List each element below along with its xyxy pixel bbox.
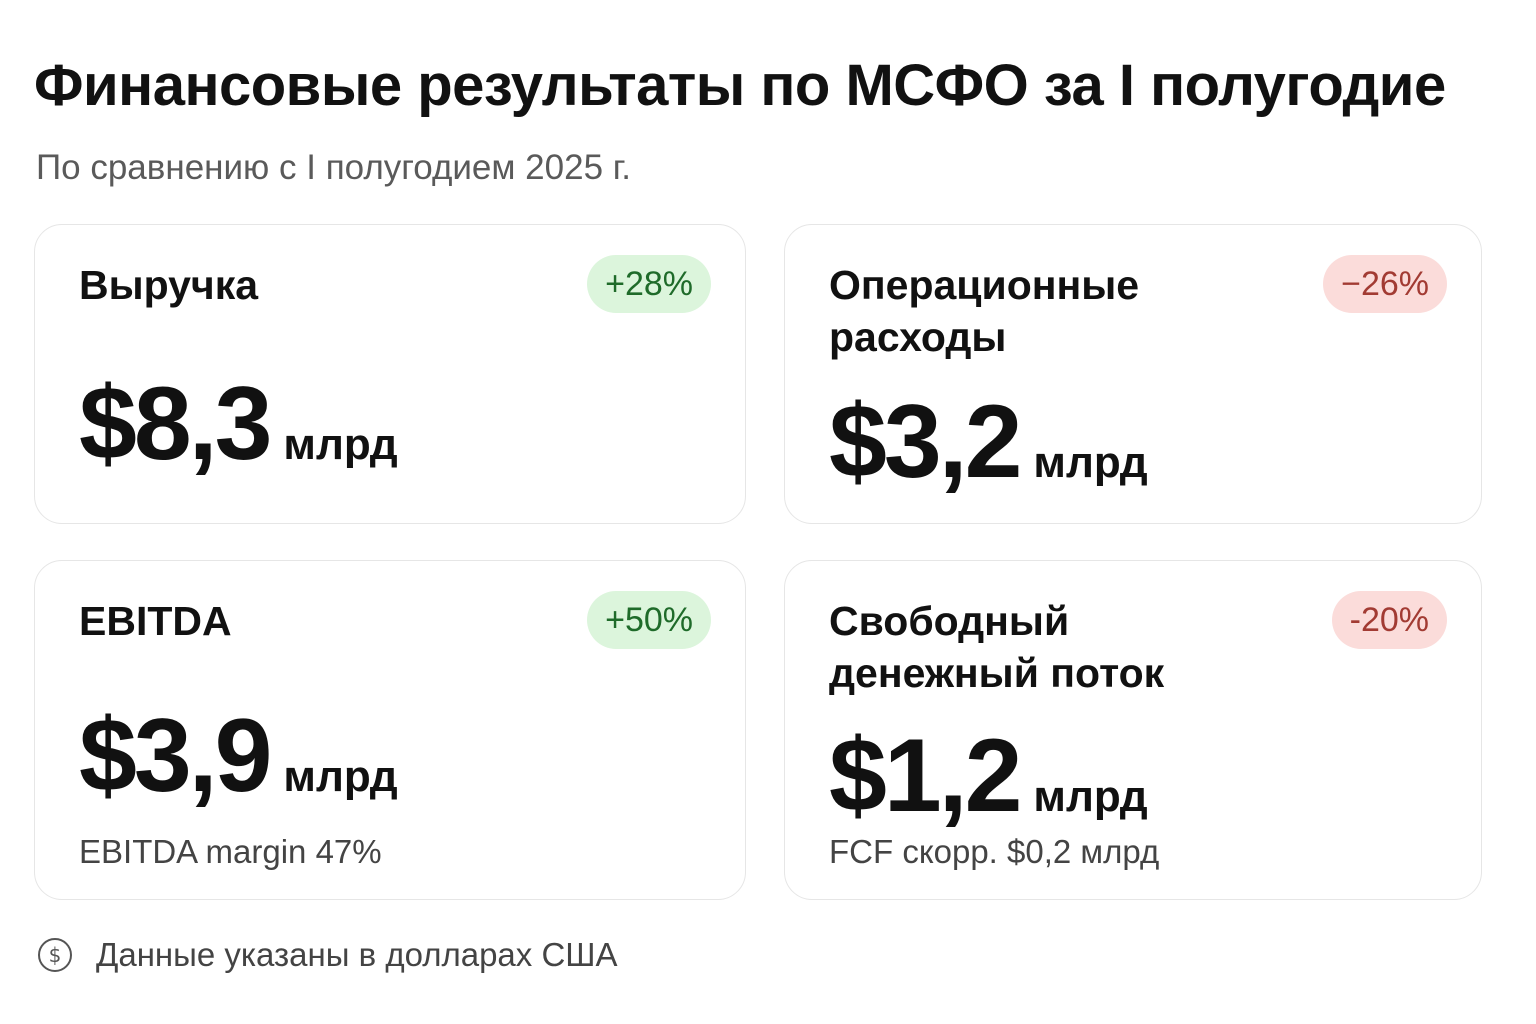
- revenue-amount: $8,3: [79, 366, 272, 482]
- footer: $ Данные указаны в долларах США: [38, 936, 618, 974]
- opex-change-badge: −26%: [1323, 255, 1447, 313]
- revenue-value: $8,3 млрд: [79, 365, 398, 484]
- ebitda-unit: млрд: [283, 752, 398, 801]
- opex-amount: $3,2: [829, 384, 1022, 500]
- fcf-change-badge: -20%: [1331, 591, 1447, 649]
- revenue-unit: млрд: [283, 420, 398, 469]
- page-subtitle: По сравнению с I полугодием 2025 г.: [36, 148, 631, 187]
- opex-value: $3,2 млрд: [829, 383, 1148, 502]
- ebitda-margin-note: EBITDA margin 47%: [79, 833, 382, 870]
- ebitda-value: $3,9 млрд: [79, 697, 398, 816]
- fcf-label: Свободный денежный поток: [829, 598, 1165, 696]
- page-title: Финансовые результаты по МСФО за I полуг…: [34, 53, 1446, 118]
- fcf-value: $1,2 млрд: [829, 717, 1148, 836]
- fcf-amount: $1,2: [829, 718, 1022, 834]
- opex-card: Операционные расходы −26% $3,2 млрд: [784, 224, 1482, 524]
- opex-label: Операционные расходы: [829, 262, 1140, 360]
- ebitda-amount: $3,9: [79, 698, 272, 814]
- revenue-card: Выручка +28% $8,3 млрд: [34, 224, 746, 524]
- ebitda-card: EBITDA +50% $3,9 млрд EBITDA margin 47%: [34, 560, 746, 900]
- currency-note: Данные указаны в долларах США: [96, 936, 618, 973]
- revenue-label: Выручка: [79, 262, 259, 308]
- fcf-unit: млрд: [1033, 772, 1148, 821]
- ebitda-label: EBITDA: [79, 598, 232, 644]
- fcf-card: Свободный денежный поток -20% $1,2 млрд F…: [784, 560, 1482, 900]
- dollar-coin-icon: $: [38, 938, 72, 972]
- fcf-adjusted-note: FCF скорр. $0,2 млрд: [829, 833, 1160, 870]
- ebitda-change-badge: +50%: [587, 591, 711, 649]
- revenue-change-badge: +28%: [587, 255, 711, 313]
- opex-unit: млрд: [1033, 438, 1148, 487]
